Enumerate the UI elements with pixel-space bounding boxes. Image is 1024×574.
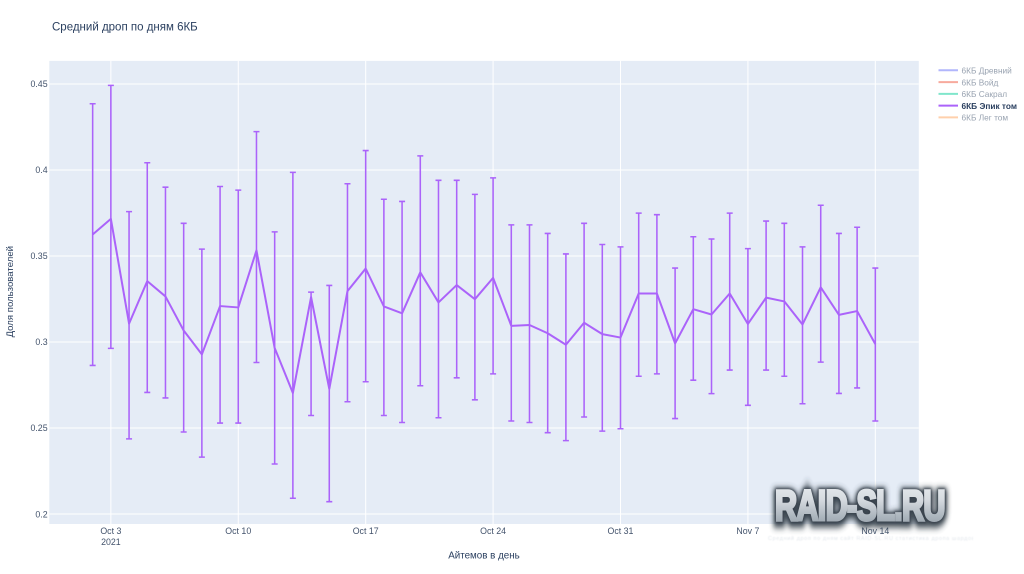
svg-text:2021: 2021	[101, 537, 121, 547]
svg-text:Oct 31: Oct 31	[608, 526, 634, 536]
svg-text:0.2: 0.2	[35, 509, 47, 519]
svg-text:6КБ Эпик том: 6КБ Эпик том	[962, 101, 1017, 111]
svg-text:Nov 7: Nov 7	[736, 526, 759, 536]
svg-text:Oct 10: Oct 10	[225, 526, 251, 536]
svg-text:6КБ Древний: 6КБ Древний	[962, 66, 1013, 76]
svg-text:6КБ Лег том: 6КБ Лег том	[962, 113, 1009, 123]
svg-text:Nov 14: Nov 14	[861, 526, 889, 536]
svg-text:0.45: 0.45	[30, 79, 47, 89]
svg-text:Oct 17: Oct 17	[353, 526, 379, 536]
svg-text:Айтемов в день: Айтемов в день	[448, 551, 520, 562]
svg-text:Oct 3: Oct 3	[100, 526, 121, 536]
svg-text:Средний дроп по дням 6КБ: Средний дроп по дням 6КБ	[52, 22, 198, 34]
svg-text:Доля пользователей: Доля пользователей	[5, 246, 16, 337]
svg-text:0.4: 0.4	[35, 165, 47, 175]
svg-text:0.25: 0.25	[30, 423, 47, 433]
svg-text:0.3: 0.3	[35, 337, 47, 347]
svg-text:Oct 24: Oct 24	[480, 526, 506, 536]
svg-text:0.35: 0.35	[30, 251, 47, 261]
svg-text:6КБ Сакрал: 6КБ Сакрал	[962, 89, 1008, 99]
svg-text:6КБ Войд: 6КБ Войд	[962, 77, 999, 87]
